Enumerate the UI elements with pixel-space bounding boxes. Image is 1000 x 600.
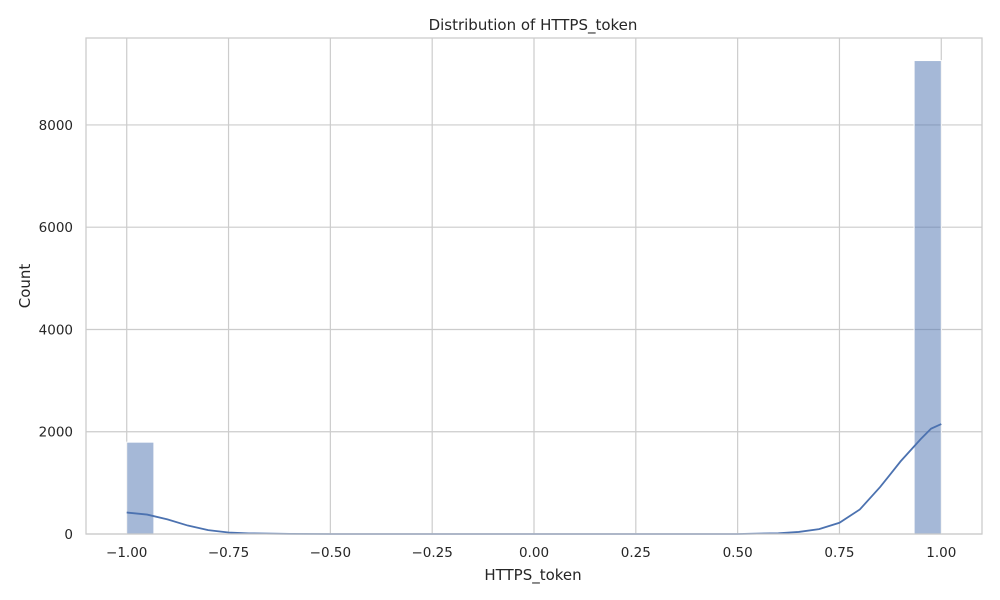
- x-tick-label: 1.00: [926, 545, 956, 561]
- y-tick-label: 6000: [39, 220, 73, 236]
- grid-lines: [86, 38, 982, 535]
- x-tick-label: 0.00: [519, 545, 549, 561]
- x-tick-label: −1.00: [106, 545, 147, 561]
- y-tick-label: 2000: [39, 425, 73, 441]
- x-tick-label: 0.50: [723, 545, 753, 561]
- x-tick-label: −0.75: [208, 545, 249, 561]
- histogram-bar: [913, 60, 942, 535]
- y-tick-label: 0: [64, 527, 73, 543]
- x-tick-labels: −1.00 −0.75 −0.50 −0.25 0.00 0.25 0.50 0.75 1.00: [106, 545, 956, 561]
- y-axis-label: Count: [16, 264, 34, 309]
- plot-frame: [85, 37, 983, 535]
- x-tick-label: 0.75: [824, 545, 854, 561]
- histogram-bars: [126, 60, 942, 535]
- histogram-bar: [126, 441, 155, 535]
- y-tick-labels: 0 2000 4000 6000 8000: [39, 118, 73, 543]
- x-tick-label: 0.25: [621, 545, 651, 561]
- y-tick-label: 4000: [39, 322, 73, 338]
- x-tick-label: −0.25: [411, 545, 452, 561]
- y-tick-label: 8000: [39, 118, 73, 134]
- x-axis-label: HTTPS_token: [484, 566, 581, 585]
- chart-title: Distribution of HTTPS_token: [429, 16, 638, 35]
- x-tick-label: −0.50: [310, 545, 351, 561]
